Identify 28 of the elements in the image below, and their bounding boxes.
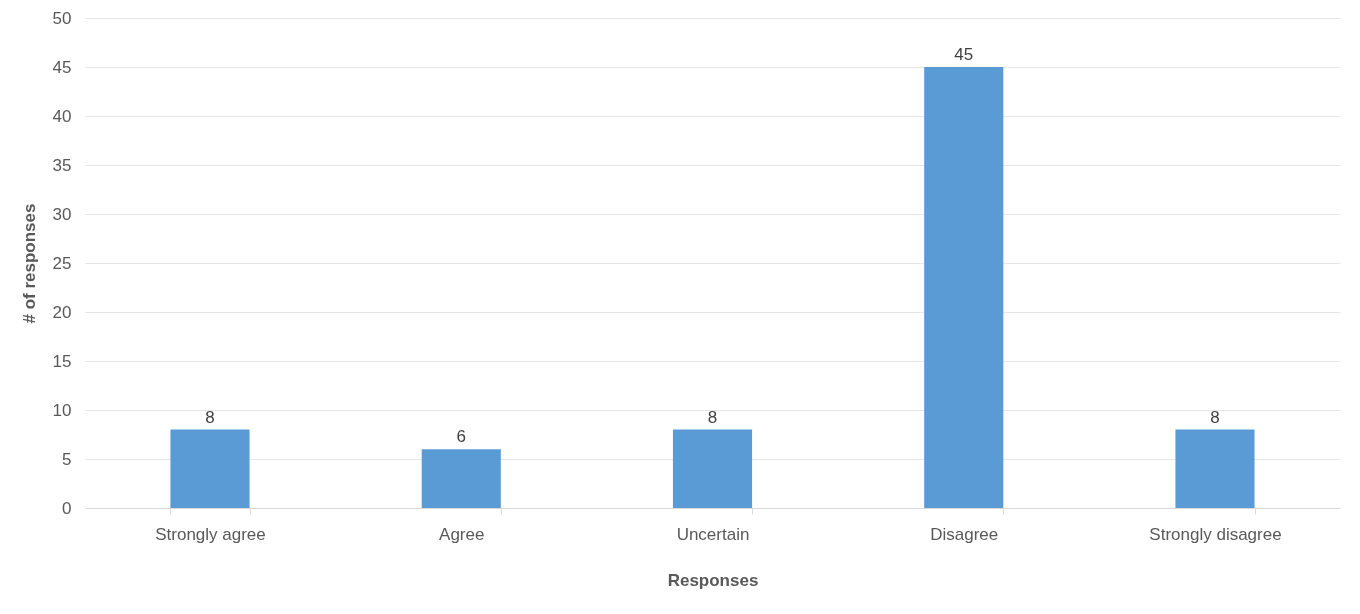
- x-tick-label: Strongly agree: [155, 524, 266, 544]
- data-label: 8: [205, 407, 215, 427]
- y-tick-label: 10: [52, 400, 72, 420]
- x-tick-label: Uncertain: [676, 524, 750, 544]
- bar: [1175, 429, 1255, 508]
- y-tick-label: 25: [52, 253, 72, 273]
- x-axis-title: Responses: [667, 570, 759, 590]
- data-label: 8: [707, 407, 718, 427]
- y-tick-label: 30: [52, 204, 72, 224]
- bar: [924, 67, 1004, 508]
- bar: [672, 429, 753, 508]
- y-tick-label: 20: [52, 302, 72, 322]
- bar: [421, 449, 501, 508]
- bar: [170, 429, 250, 508]
- y-tick-label: 15: [52, 351, 72, 371]
- y-tick-label: 45: [52, 57, 72, 77]
- y-tick-label: 50: [52, 8, 72, 28]
- y-tick-label: 35: [52, 155, 72, 175]
- y-axis-title: # of responses: [19, 203, 39, 324]
- x-tick-label: Agree: [439, 524, 485, 544]
- y-tick-label: 40: [52, 106, 72, 126]
- data-label: 6: [456, 427, 466, 447]
- x-tick-label: Disagree: [930, 524, 999, 544]
- y-tick-label: 0: [62, 498, 72, 518]
- y-tick-label: 5: [62, 449, 72, 469]
- data-label: 45: [954, 45, 974, 64]
- data-label: 8: [1210, 407, 1220, 427]
- x-tick-label: Strongly disagree: [1149, 524, 1282, 544]
